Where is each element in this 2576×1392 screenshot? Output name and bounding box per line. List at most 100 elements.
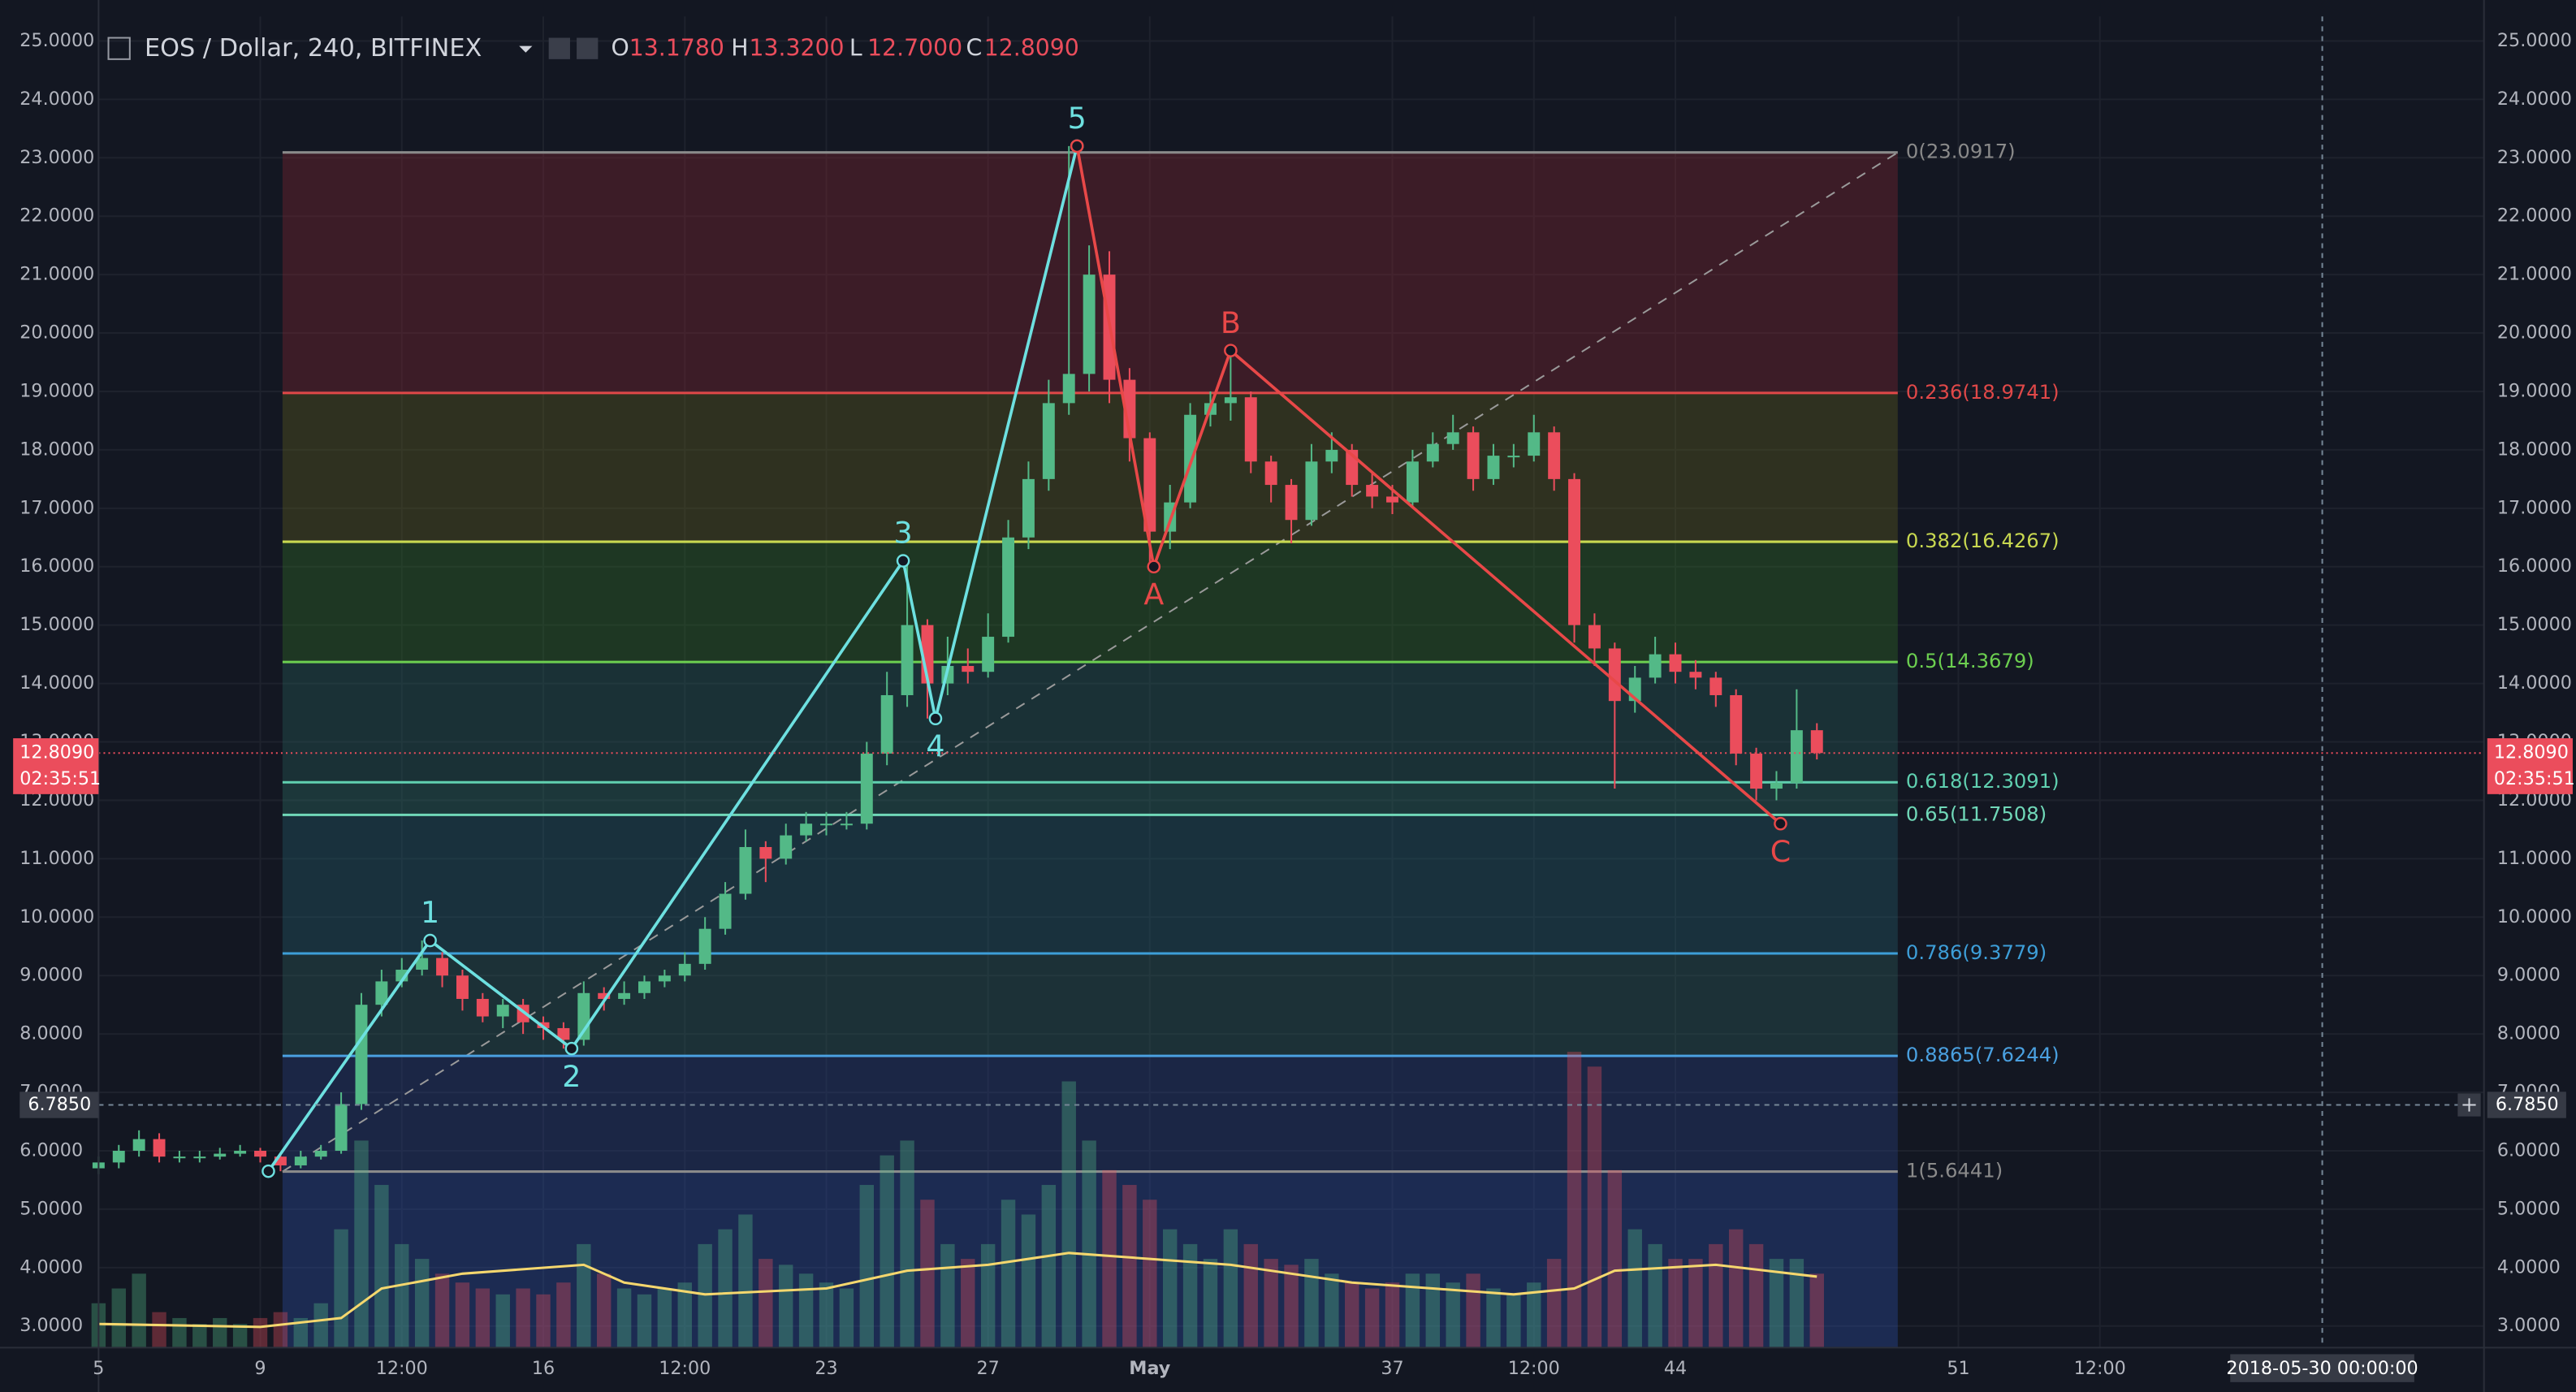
y-tick-label: 11.0000 bbox=[19, 848, 94, 869]
volume-bar bbox=[1243, 1243, 1258, 1348]
candle-body bbox=[1467, 432, 1480, 479]
y-tick-label: 22.0000 bbox=[2497, 205, 2572, 227]
y-tick-label: 11.0000 bbox=[2497, 848, 2572, 869]
y-tick-label: 18.0000 bbox=[2497, 439, 2572, 460]
volume-bar bbox=[414, 1259, 430, 1348]
wave-point bbox=[564, 1041, 579, 1056]
volume-bar bbox=[1082, 1140, 1096, 1348]
volume-bar bbox=[920, 1200, 935, 1348]
volume-bar bbox=[1122, 1185, 1137, 1348]
candle-body bbox=[880, 694, 893, 754]
volume-bar bbox=[516, 1288, 530, 1348]
candle-body bbox=[1487, 456, 1500, 479]
x-tick-label: 5 bbox=[93, 1358, 104, 1379]
y-tick-label: 23.0000 bbox=[19, 147, 94, 168]
volume-bar bbox=[1182, 1243, 1198, 1348]
candle-body bbox=[1608, 648, 1621, 702]
candle-body bbox=[274, 1156, 287, 1165]
wave-point bbox=[1774, 816, 1787, 831]
volume-bar bbox=[334, 1229, 348, 1348]
volume-bar bbox=[495, 1294, 510, 1348]
volume-bar bbox=[1405, 1273, 1420, 1348]
candle-body bbox=[840, 824, 853, 826]
candle-body bbox=[1770, 782, 1783, 789]
y-tick-label: 4.0000 bbox=[2497, 1256, 2561, 1277]
y-tick-label: 9.0000 bbox=[2497, 965, 2561, 986]
fib-band bbox=[282, 1056, 1898, 1172]
candle-body bbox=[1042, 403, 1055, 479]
candle-body bbox=[1730, 694, 1743, 754]
candle-body bbox=[1143, 438, 1156, 532]
candle-body bbox=[1426, 443, 1439, 462]
volume-bar bbox=[779, 1264, 793, 1348]
x-tick-label: 27 bbox=[977, 1358, 1000, 1379]
volume-bar bbox=[1769, 1259, 1784, 1348]
y-tick-label: 21.0000 bbox=[19, 264, 94, 285]
candle-body bbox=[375, 981, 388, 1005]
y-tick-label: 20.0000 bbox=[2497, 322, 2572, 344]
hide-icon[interactable] bbox=[577, 37, 599, 59]
symbol[interactable]: EOS / Dollar, 240, BITFINEX bbox=[145, 34, 482, 63]
volume-bar bbox=[1325, 1273, 1339, 1348]
y-tick-label: 5.0000 bbox=[2497, 1198, 2561, 1219]
wave-label: 2 bbox=[562, 1059, 581, 1094]
volume-bar bbox=[637, 1294, 652, 1348]
volume-bar bbox=[1486, 1288, 1501, 1348]
settings-icon[interactable] bbox=[548, 37, 570, 59]
candle-body bbox=[314, 1150, 327, 1157]
volume-bar bbox=[1284, 1264, 1299, 1348]
y-tick-label: 10.0000 bbox=[2497, 906, 2572, 927]
price-box bbox=[13, 738, 99, 794]
wave-point bbox=[1224, 344, 1238, 357]
expand-icon[interactable] bbox=[107, 37, 131, 60]
volume-bar bbox=[455, 1282, 470, 1348]
wave-label: A bbox=[1143, 577, 1164, 612]
candle-body bbox=[456, 975, 469, 999]
fib-band bbox=[282, 1171, 1898, 1348]
candle-body bbox=[1790, 730, 1803, 783]
y-tick-label: 6.0000 bbox=[2497, 1139, 2561, 1161]
volume-bar bbox=[1709, 1243, 1723, 1348]
last-price-label: 12.8090 bbox=[2494, 742, 2569, 763]
fib-label: 0.786(9.3779) bbox=[1906, 940, 2047, 964]
y-tick-label: 19.0000 bbox=[19, 380, 94, 401]
y-tick-label: 17.0000 bbox=[2497, 497, 2572, 518]
volume-bar bbox=[839, 1288, 854, 1348]
volume-bar bbox=[759, 1259, 773, 1348]
wave-label: 4 bbox=[926, 729, 944, 764]
candle-body bbox=[1224, 397, 1237, 404]
candle-body bbox=[1184, 414, 1197, 503]
symbol-dropdown[interactable] bbox=[519, 45, 533, 53]
wave-point bbox=[928, 711, 943, 726]
y-tick-label: 6.0000 bbox=[19, 1139, 83, 1161]
volume-bar bbox=[677, 1282, 692, 1348]
wave-label: 5 bbox=[1068, 101, 1087, 136]
volume-bar bbox=[577, 1243, 591, 1348]
candle-body bbox=[901, 625, 914, 695]
candle-body bbox=[1709, 677, 1722, 695]
crosshair-price: 6.7850 bbox=[2496, 1094, 2559, 1115]
fib-band bbox=[282, 953, 1898, 1057]
candle-body bbox=[800, 824, 813, 836]
wave-point bbox=[423, 933, 437, 948]
candle-body bbox=[416, 958, 429, 971]
candle-body bbox=[1305, 461, 1318, 521]
volume-bar bbox=[940, 1243, 955, 1348]
candle-body bbox=[598, 992, 611, 999]
crosshair-date-box bbox=[2230, 1354, 2414, 1382]
fib-trend bbox=[282, 151, 1899, 1173]
x-tick-label: 16 bbox=[532, 1358, 555, 1379]
fib-label: 0.236(18.9741) bbox=[1906, 380, 2060, 404]
candle-body bbox=[1669, 654, 1682, 672]
volume-bar bbox=[395, 1243, 409, 1348]
candle-body bbox=[759, 846, 772, 859]
volume-bar bbox=[1304, 1259, 1319, 1348]
candle-body bbox=[355, 1005, 368, 1105]
fib-band bbox=[282, 542, 1898, 663]
volume-bar bbox=[1466, 1273, 1480, 1348]
fib-label: 1(5.6441) bbox=[1906, 1159, 2003, 1182]
add-icon bbox=[2462, 1098, 2476, 1112]
volume-bar bbox=[434, 1273, 450, 1348]
